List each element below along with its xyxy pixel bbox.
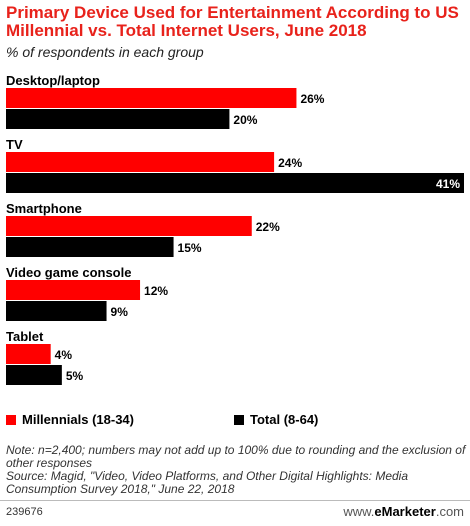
value-label-desktop-laptop-total: 20% <box>233 113 257 127</box>
value-label-smartphone-total: 15% <box>178 241 202 255</box>
bar-desktop-laptop-millennials <box>6 88 297 108</box>
legend-swatch-total <box>234 414 244 425</box>
value-label-smartphone-millennials: 22% <box>256 220 280 234</box>
bar-desktop-laptop-total <box>6 109 230 129</box>
legend-label-millennials: Millennials (18-34) <box>22 412 134 427</box>
footer-divider <box>0 500 470 501</box>
category-label-desktop-laptop: Desktop/laptop <box>6 73 100 88</box>
category-label-tv: TV <box>6 137 23 152</box>
value-label-video-game-console-millennials: 12% <box>144 284 168 298</box>
bar-tablet-millennials <box>6 344 51 364</box>
brand-logo[interactable]: www.eMarketer.com <box>343 504 464 519</box>
category-label-video-game-console: Video game console <box>6 265 131 280</box>
chart-subtitle: % of respondents in each group <box>6 44 204 60</box>
footnote-source: Source: Magid, "Video, Video Platforms, … <box>6 469 409 496</box>
brand-prefix: www. <box>343 504 375 519</box>
value-label-tv-millennials: 24% <box>278 156 302 170</box>
bar-tv-millennials <box>6 152 275 172</box>
value-label-tv-total: 41% <box>436 177 460 191</box>
footnote-note: Note: n=2,400; numbers may not add up to… <box>6 443 466 470</box>
category-label-smartphone: Smartphone <box>6 201 82 216</box>
footnote: Note: n=2,400; numbers may not add up to… <box>6 444 466 496</box>
category-label-tablet: Tablet <box>6 329 44 344</box>
value-label-tablet-total: 5% <box>66 369 84 383</box>
legend-item-millennials: Millennials (18-34) <box>6 412 134 427</box>
bar-video-game-console-millennials <box>6 280 141 300</box>
bar-chart: Desktop/laptop 26% 20% TV 24% 41% Smartphone 22… <box>6 73 464 385</box>
bar-tablet-total <box>6 365 62 385</box>
legend-swatch-millennials <box>6 414 16 425</box>
value-label-desktop-laptop-millennials: 26% <box>300 92 324 106</box>
bar-video-game-console-total <box>6 301 107 321</box>
brand-name: eMarketer <box>374 504 436 519</box>
bar-smartphone-total <box>6 237 174 257</box>
bar-tv-total <box>6 173 464 193</box>
chart-title: Primary Device Used for Entertainment Ac… <box>6 3 459 40</box>
chart-id: 239676 <box>6 506 43 518</box>
brand-suffix: .com <box>435 504 464 519</box>
legend-label-total: Total (8-64) <box>250 412 319 427</box>
legend-item-total: Total (8-64) <box>234 412 318 427</box>
value-label-tablet-millennials: 4% <box>55 348 73 362</box>
bar-smartphone-millennials <box>6 216 252 236</box>
value-label-video-game-console-total: 9% <box>111 305 129 319</box>
legend: Millennials (18-34) Total (8-64) <box>6 412 466 430</box>
